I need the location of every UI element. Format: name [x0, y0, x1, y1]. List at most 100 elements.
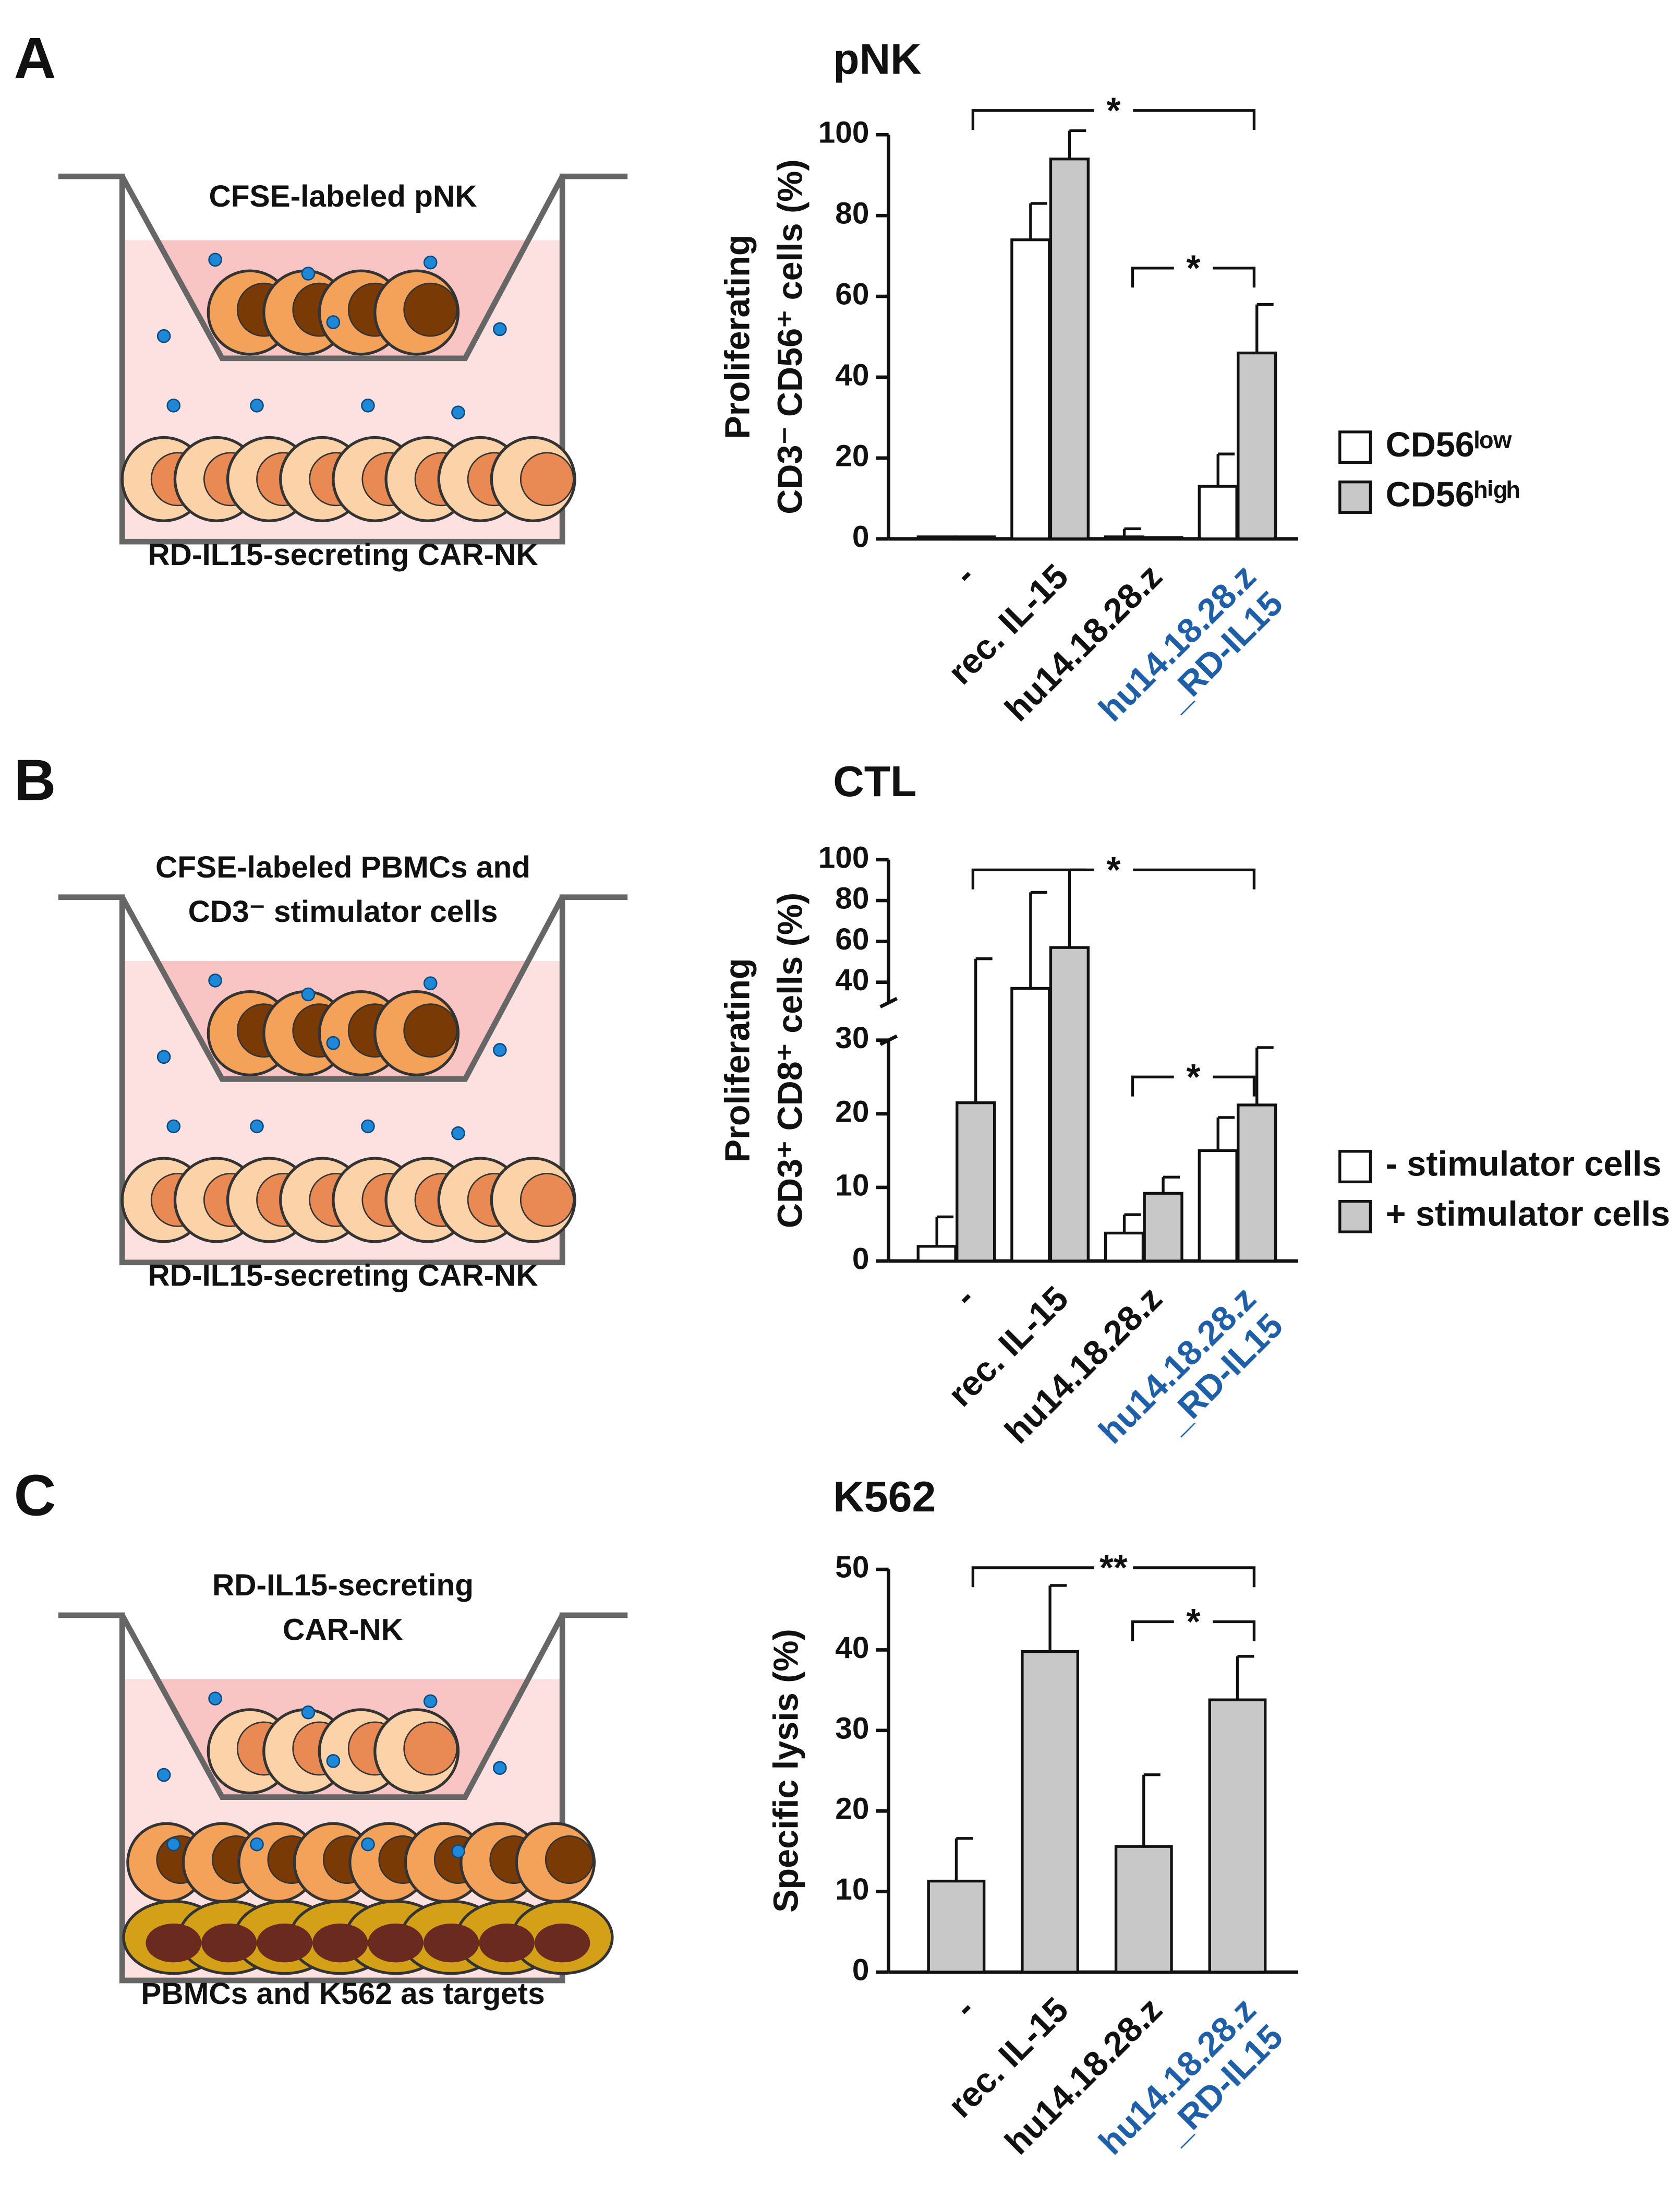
chart-title: CTL [833, 758, 916, 806]
y-tick-label: 30 [835, 1711, 869, 1745]
y-tick-label: 0 [852, 520, 869, 554]
target-nucleus [257, 1923, 312, 1963]
insert [119, 175, 565, 362]
bar [1010, 238, 1051, 541]
bar [1143, 1192, 1183, 1263]
bracket-label-bg [1094, 105, 1133, 116]
target-nucleus [146, 1923, 201, 1963]
bar [1049, 158, 1090, 541]
bracket-label-bg [1174, 1071, 1213, 1083]
cytokine [301, 267, 316, 281]
bar [1010, 987, 1051, 1263]
legend-swatch [1338, 481, 1372, 514]
y-axis-label: CD3⁺ CD8⁺ cells (%) [771, 893, 810, 1228]
cytokine [451, 1844, 465, 1858]
cytokine [423, 976, 438, 991]
legend-label: - stimulator cells [1386, 1145, 1662, 1184]
cytokine [493, 1043, 507, 1057]
cytokine [301, 987, 316, 1002]
bar [1114, 1845, 1173, 1974]
target-nucleus [368, 1923, 424, 1963]
diagram-label: CD3⁻ stimulator cells [188, 895, 498, 929]
x-tick-label: - [947, 557, 982, 592]
axis-break [879, 996, 898, 1008]
y-tick-label: 60 [835, 278, 869, 311]
insert-nucleus [403, 282, 458, 337]
bar [1143, 536, 1183, 541]
bar [1104, 1231, 1145, 1263]
bracket-label-bg [1174, 262, 1213, 274]
legend-label: CD56ʰⁱᵍʰ [1386, 476, 1520, 514]
y-tick-label: 40 [835, 1631, 869, 1665]
bracket-label-bg [1094, 864, 1133, 876]
y-tick-label: 40 [835, 963, 869, 997]
legend-swatch [1338, 1199, 1372, 1233]
bar [1104, 535, 1145, 541]
significance-label: * [1106, 90, 1120, 130]
insert-nucleus [403, 1003, 458, 1058]
target-nucleus [423, 1923, 479, 1963]
cytokine [250, 399, 264, 413]
chart-title: pNK [833, 35, 922, 83]
diagram-label: CFSE-labeled PBMCs and [155, 850, 530, 884]
target-nucleus [312, 1923, 368, 1963]
cytokine [361, 1837, 375, 1852]
cytokine [250, 1119, 264, 1134]
y-tick-label: 50 [835, 1551, 869, 1584]
significance-label: * [1106, 849, 1120, 890]
target-nucleus [479, 1923, 535, 1963]
bar [956, 535, 996, 541]
cytokine [451, 1126, 465, 1140]
cytokine [451, 405, 465, 419]
x-tick-label: - [947, 1279, 982, 1315]
bar [1021, 1650, 1080, 1974]
cytokine [208, 1691, 222, 1705]
y-tick-label: 0 [852, 1242, 869, 1276]
target-nucleus [201, 1923, 257, 1963]
significance-label: ** [1099, 1547, 1128, 1588]
cytokine [250, 1837, 264, 1852]
y-tick-label: 100 [818, 840, 869, 874]
cytokine [166, 399, 181, 413]
bracket-label-bg [1094, 1562, 1133, 1574]
y-tick-label: 20 [835, 1095, 869, 1128]
y-tick-label: 40 [835, 358, 869, 392]
cytokine [166, 1119, 181, 1134]
y-axis-label: Proliferating [718, 958, 757, 1163]
legend-label: CD56ˡᵒʷ [1386, 426, 1513, 464]
chart-title: K562 [833, 1473, 936, 1521]
cytokine [493, 1761, 507, 1775]
car-nk-nucleus [519, 1173, 574, 1227]
x-tick-label: - [947, 1990, 982, 2026]
cytokine [208, 253, 222, 267]
bar [1049, 946, 1090, 1263]
cytokine [326, 1754, 341, 1768]
insert-nucleus [403, 1721, 458, 1776]
significance-label: * [1187, 1601, 1201, 1642]
bar [1237, 1103, 1277, 1263]
panel-label: A [14, 25, 56, 90]
cytokine [301, 1705, 316, 1720]
cytokine [156, 1768, 171, 1782]
y-tick-label: 80 [835, 882, 869, 916]
bracket-label-bg [1174, 1616, 1213, 1628]
well [58, 1612, 628, 1984]
bar [927, 1879, 986, 1974]
significance-label: * [1187, 247, 1201, 288]
legend-swatch [1338, 1150, 1372, 1184]
y-tick-label: 20 [835, 439, 869, 473]
diagram-caption: RD-IL15-secreting CAR-NK [148, 1259, 538, 1293]
bar [1208, 1698, 1267, 1974]
bar [1198, 1149, 1238, 1263]
cytokine [423, 255, 438, 270]
legend-label: + stimulator cells [1386, 1195, 1670, 1233]
cytokine [423, 1694, 438, 1709]
panel-label: B [14, 748, 56, 813]
bar [956, 1101, 996, 1263]
cytokine [361, 399, 375, 413]
legend-swatch [1338, 430, 1372, 464]
target-nucleus [534, 1923, 590, 1963]
y-axis-label: CD3⁻ CD56⁺ cells (%) [771, 159, 810, 514]
y-axis-label: Specific lysis (%) [767, 1629, 806, 1913]
y-tick-label: 60 [835, 922, 869, 956]
